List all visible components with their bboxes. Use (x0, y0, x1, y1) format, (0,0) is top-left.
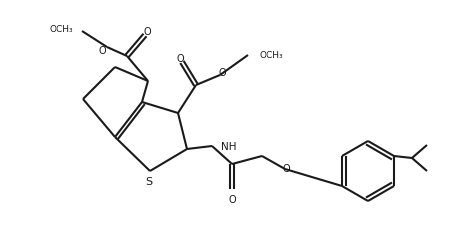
Text: OCH₃: OCH₃ (49, 24, 73, 33)
Text: O: O (143, 27, 151, 37)
Text: NH: NH (221, 141, 236, 151)
Text: O: O (176, 54, 184, 64)
Text: O: O (282, 163, 290, 173)
Text: O: O (228, 194, 236, 204)
Text: OCH₃: OCH₃ (260, 50, 284, 59)
Text: O: O (218, 68, 226, 78)
Text: O: O (98, 46, 106, 56)
Text: S: S (146, 176, 153, 186)
